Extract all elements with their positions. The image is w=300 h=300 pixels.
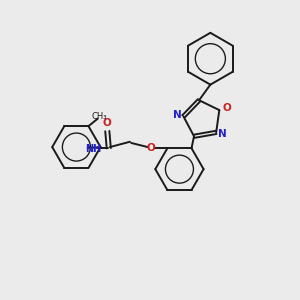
- Text: O: O: [147, 143, 156, 153]
- Text: CH₃: CH₃: [92, 112, 107, 121]
- Text: N: N: [218, 129, 227, 139]
- Text: O: O: [222, 103, 231, 113]
- Text: N: N: [172, 110, 182, 120]
- Text: O: O: [103, 118, 112, 128]
- Text: NH: NH: [85, 143, 102, 154]
